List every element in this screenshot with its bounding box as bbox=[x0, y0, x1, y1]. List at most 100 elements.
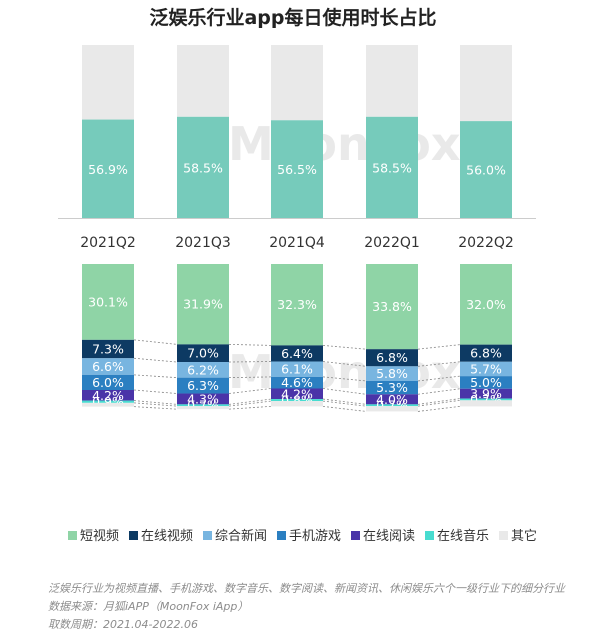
connector-line bbox=[417, 361, 461, 367]
category-axis: 2021Q2 2021Q3 2021Q4 2022Q1 2022Q2 bbox=[80, 235, 514, 251]
watermark-text: MoonFox bbox=[228, 117, 461, 171]
stacked-segment bbox=[460, 400, 512, 407]
connector-line bbox=[133, 402, 178, 407]
segment-label: 4.3% bbox=[187, 391, 219, 406]
category-label: 2021Q3 bbox=[175, 235, 231, 251]
category-label: 2021Q4 bbox=[269, 235, 325, 251]
segment-label: 6.2% bbox=[187, 362, 219, 377]
segment-label: 4.2% bbox=[281, 386, 313, 401]
stacked-segment bbox=[177, 362, 229, 378]
connector-line bbox=[228, 398, 272, 405]
connector-line bbox=[417, 399, 461, 407]
stacked-segment bbox=[366, 404, 418, 407]
category-label: 2022Q1 bbox=[364, 235, 420, 251]
stacked-segment bbox=[177, 393, 229, 405]
watermark-layer: MoonFox MoonFox bbox=[228, 117, 461, 399]
stacked-segment bbox=[460, 264, 512, 345]
legend-swatch bbox=[68, 531, 77, 540]
top-bar-label: 56.9% bbox=[88, 162, 128, 177]
segment-label: 31.9% bbox=[183, 297, 223, 312]
legend-swatch bbox=[425, 531, 434, 540]
segment-label: 6.6% bbox=[92, 359, 124, 374]
footnote-period: 取数周期：2021.04-2022.06 bbox=[48, 618, 198, 631]
top-bar-label: 58.5% bbox=[372, 160, 412, 175]
segment-label: 6.8% bbox=[470, 346, 502, 361]
segment-label: 3.9% bbox=[470, 386, 502, 401]
segment-label: 0.7% bbox=[187, 398, 219, 413]
connector-line bbox=[417, 344, 461, 350]
segment-label: 32.3% bbox=[277, 297, 317, 312]
segment-label: 0.9% bbox=[92, 394, 124, 409]
legend-label: 在线阅读 bbox=[363, 529, 415, 544]
legend-swatch bbox=[499, 531, 508, 540]
category-label: 2022Q2 bbox=[458, 235, 514, 251]
segment-label: 5.8% bbox=[376, 366, 408, 381]
connector-line bbox=[322, 400, 367, 407]
chart-canvas: 泛娱乐行业app每日使用时长占比 MoonFox MoonFox 56.9% 58.… bbox=[58, 6, 537, 544]
connector-line bbox=[417, 375, 461, 382]
connector-line bbox=[417, 405, 461, 412]
segment-label: 7.0% bbox=[187, 346, 219, 361]
legend-swatch bbox=[129, 531, 138, 540]
segment-label: 30.1% bbox=[88, 294, 128, 309]
legend-label: 手机游戏 bbox=[289, 529, 341, 544]
legend-label: 在线音乐 bbox=[437, 528, 489, 544]
stacked-segment bbox=[460, 361, 512, 377]
segment-label: 4.6% bbox=[281, 375, 313, 390]
stacked-segment bbox=[460, 388, 512, 399]
stacked-segment bbox=[366, 380, 418, 395]
top-bar-label: 56.5% bbox=[277, 162, 317, 177]
segment-label: 6.4% bbox=[281, 346, 313, 361]
segment-label: 6.3% bbox=[187, 378, 219, 393]
category-label: 2021Q2 bbox=[80, 235, 136, 251]
stacked-segment bbox=[271, 264, 323, 346]
legend-label: 短视频 bbox=[80, 529, 119, 544]
connector-line bbox=[133, 400, 178, 405]
top-bar bbox=[366, 116, 418, 218]
segment-label: 33.8% bbox=[372, 299, 412, 314]
legend-swatch bbox=[277, 531, 286, 540]
top-bar bbox=[82, 119, 134, 218]
stacked-segment bbox=[271, 376, 323, 389]
segment-label: 32.0% bbox=[466, 297, 506, 312]
segment-label: 6.1% bbox=[281, 362, 313, 377]
stacked-segment bbox=[366, 366, 418, 381]
stacked-segment bbox=[82, 358, 134, 375]
stacked-segment bbox=[271, 399, 323, 402]
stacked-segment bbox=[271, 388, 323, 400]
connector-line bbox=[417, 388, 461, 395]
connector-line bbox=[228, 388, 272, 394]
stacked-segment bbox=[82, 374, 134, 390]
segment-label: 5.7% bbox=[470, 361, 502, 376]
legend-label: 其它 bbox=[511, 528, 537, 544]
connector-line bbox=[322, 361, 367, 367]
connector-line bbox=[322, 376, 367, 382]
connector-line bbox=[228, 343, 272, 346]
connector-line bbox=[322, 405, 367, 412]
connector-line bbox=[417, 398, 461, 405]
connector-line bbox=[322, 388, 367, 395]
bottom-chart: 30.1%7.3%6.6%6.0%4.2%0.9%31.9%7.0%6.2%6.… bbox=[82, 264, 512, 413]
segment-label: 4.0% bbox=[376, 392, 408, 407]
legend-label: 在线视频 bbox=[141, 529, 193, 544]
top-bar bbox=[271, 120, 323, 218]
stacked-segment bbox=[177, 406, 229, 410]
connector-line bbox=[228, 400, 272, 407]
connector-line bbox=[133, 357, 178, 363]
connector-line bbox=[133, 406, 178, 410]
connector-line bbox=[228, 376, 272, 379]
stacked-segment bbox=[82, 402, 134, 407]
legend-swatch bbox=[351, 531, 360, 540]
stacked-segment bbox=[366, 349, 418, 367]
legend: 短视频 在线视频 综合新闻 手机游戏 在线阅读 在线音乐 其它 bbox=[68, 528, 537, 544]
segment-label: 6.8% bbox=[376, 350, 408, 365]
top-bar bbox=[460, 121, 512, 218]
connector-line bbox=[322, 398, 367, 405]
stacked-segment bbox=[177, 264, 229, 345]
stacked-segment bbox=[177, 344, 229, 363]
stacked-segment bbox=[366, 264, 418, 350]
legend-swatch bbox=[203, 531, 212, 540]
top-bar-label: 56.0% bbox=[466, 163, 506, 178]
stacked-segment bbox=[82, 400, 134, 403]
